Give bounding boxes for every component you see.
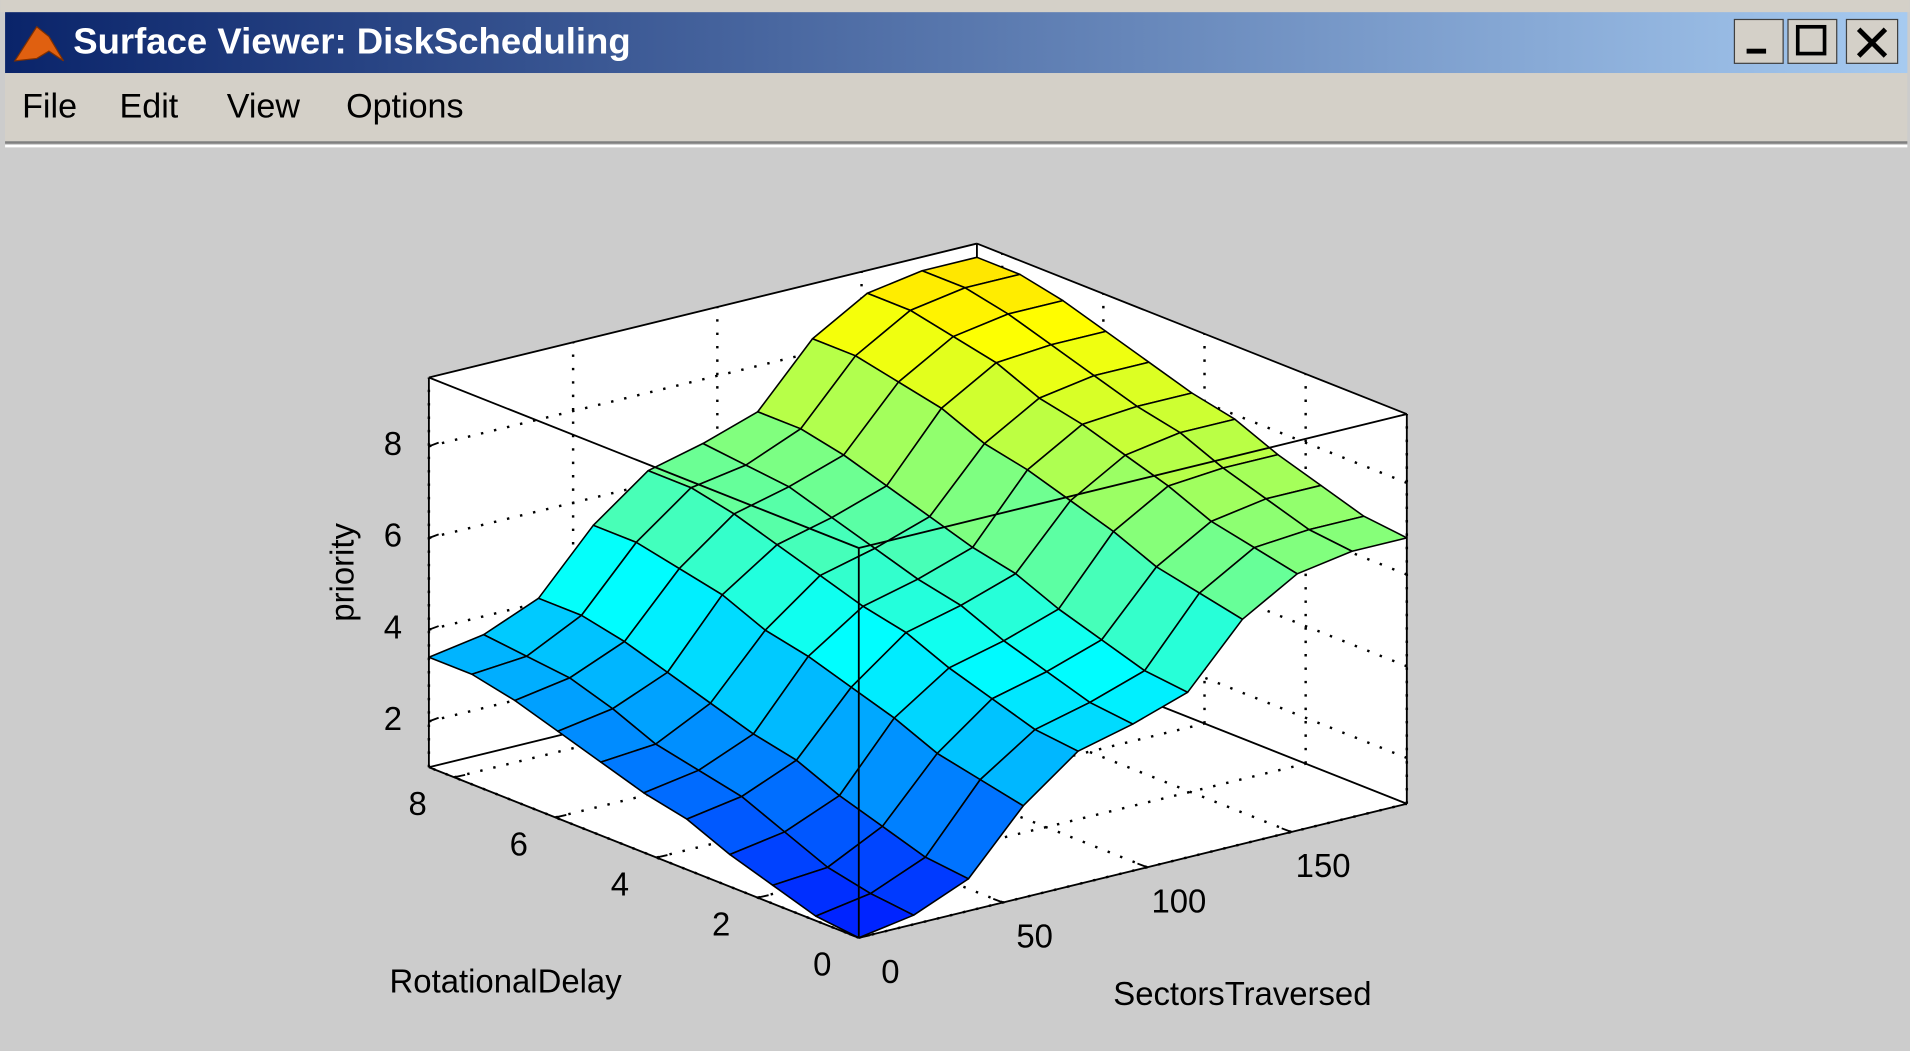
box-edge	[858, 802, 1408, 939]
z-axis-label: priority	[324, 523, 361, 622]
title-bar	[5, 12, 1908, 74]
z-tick-label: 6	[384, 517, 402, 554]
surface-plot: 2 4 6 8 0 2 4 6 8 0 50 100 150 priority RotationalDela…	[324, 242, 1409, 1012]
x-tick	[1137, 862, 1148, 869]
y-tick-label: 2	[712, 906, 730, 943]
menu-item[interactable]: Edit	[120, 87, 179, 125]
x-tick-label: 150	[1296, 847, 1351, 884]
y-tick-label: 0	[813, 946, 831, 983]
maximize-icon	[1795, 24, 1827, 56]
y-tick	[757, 894, 769, 899]
box-edge	[428, 242, 978, 379]
box-edge	[428, 376, 860, 549]
menu-item[interactable]: File	[22, 87, 77, 125]
y-tick	[656, 854, 668, 859]
minimize-icon	[1746, 48, 1767, 54]
window-border	[0, 0, 1910, 13]
y-tick	[555, 814, 567, 819]
app-icon	[13, 25, 65, 62]
z-tick-label: 8	[384, 425, 402, 462]
y-axis-label: RotationalDelay	[390, 963, 623, 1000]
y-tick	[858, 934, 870, 939]
z-tick-label: 2	[384, 700, 402, 737]
z-tick	[428, 441, 439, 448]
surface-facet	[815, 892, 915, 939]
z-tick	[428, 533, 439, 539]
y-tick	[453, 773, 466, 779]
x-axis-label: SectorsTraversed	[1113, 975, 1371, 1012]
menu-bar	[5, 73, 1908, 142]
x-tick-label: 0	[881, 953, 899, 990]
y-tick-label: 6	[510, 825, 528, 862]
box-edge	[858, 413, 1408, 549]
window-buttons	[1733, 18, 1899, 64]
box-edge	[428, 766, 860, 939]
z-tick-label: 4	[384, 608, 402, 645]
x-tick	[848, 933, 860, 939]
x-tick-label: 50	[1016, 918, 1053, 955]
y-tick-label: 8	[408, 785, 426, 822]
menu-item[interactable]: View	[227, 87, 301, 125]
x-tick	[992, 897, 1004, 904]
x-tick-label: 100	[1151, 882, 1206, 919]
menu-item[interactable]: Options	[346, 87, 463, 125]
y-tick-label: 4	[611, 865, 629, 902]
window-title: Surface Viewer: DiskScheduling	[73, 20, 630, 61]
x-tick	[1281, 827, 1292, 833]
close-icon	[1856, 27, 1888, 58]
box-edge	[976, 242, 1408, 415]
z-tick	[428, 716, 439, 723]
minimize-button[interactable]	[1733, 18, 1784, 64]
z-tick	[428, 625, 439, 631]
